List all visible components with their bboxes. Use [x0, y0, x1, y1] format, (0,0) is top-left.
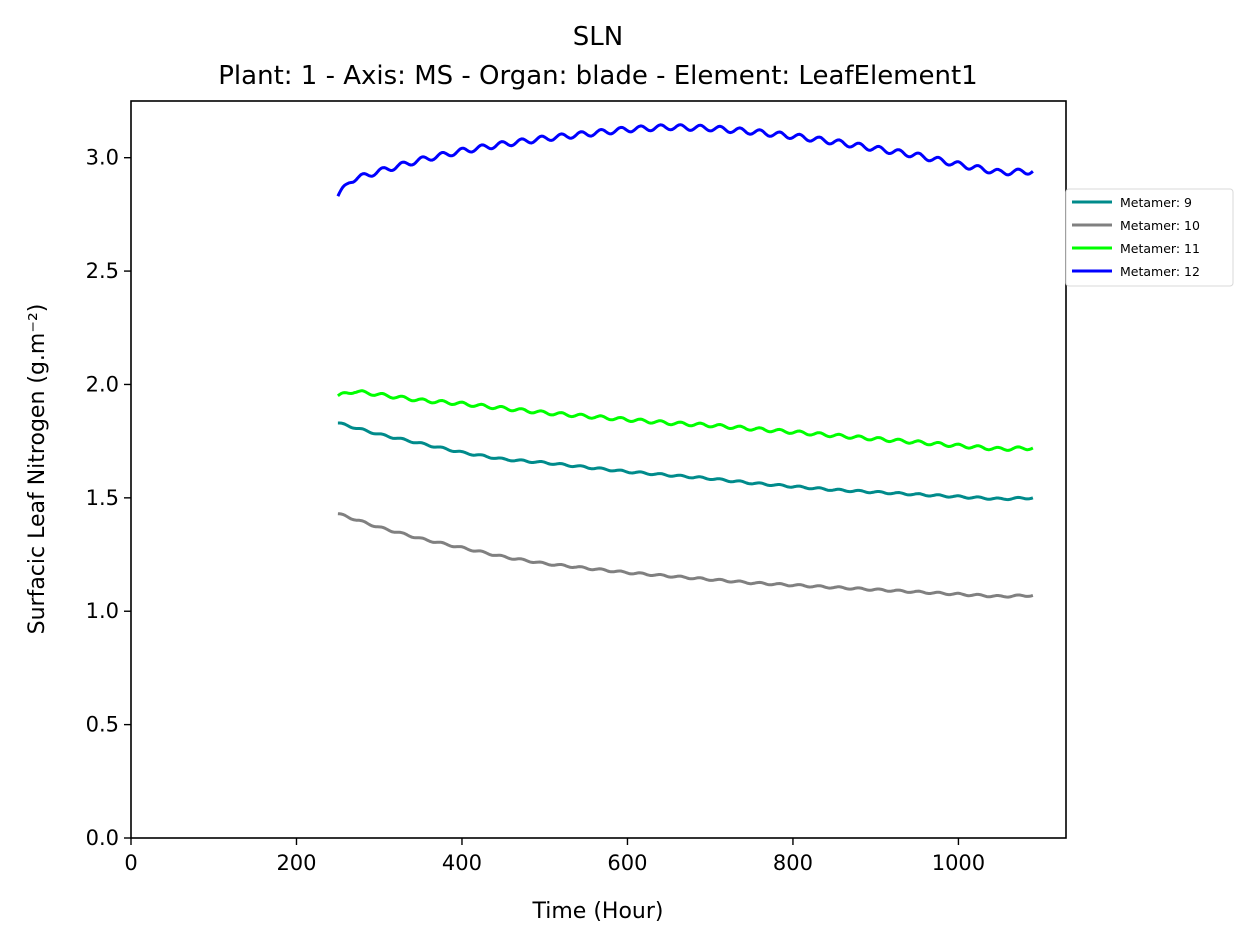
y-axis-label: Surfacic Leaf Nitrogen (g.m⁻²)	[25, 304, 50, 635]
x-axis-label: Time (Hour)	[532, 899, 664, 924]
y-tick-label: 2.0	[86, 372, 119, 396]
chart-title: SLN	[573, 22, 623, 52]
legend-label: Metamer: 12	[1120, 264, 1200, 279]
legend-label: Metamer: 11	[1120, 241, 1200, 256]
series-line-metamer-11	[337, 389, 1034, 452]
x-axis-ticks: 0 200 400 600 800 1000	[124, 838, 985, 875]
plot-area	[130, 100, 1067, 839]
y-axis-ticks: 0.0 0.5 1.0 1.5 2.0 2.5 3.0	[86, 146, 131, 850]
series-line-metamer-10	[337, 512, 1034, 599]
x-tick-label: 800	[773, 851, 813, 875]
chart-subtitle: Plant: 1 - Axis: MS - Organ: blade - Ele…	[218, 61, 977, 91]
x-tick-label: 600	[607, 851, 647, 875]
y-tick-label: 3.0	[86, 146, 119, 170]
y-tick-label: 1.5	[86, 486, 119, 510]
x-tick-label: 0	[124, 851, 137, 875]
series-line-metamer-12	[336, 123, 1034, 197]
legend: Metamer: 9 Metamer: 10 Metamer: 11 Metamer:…	[1065, 188, 1234, 287]
x-tick-label: 200	[276, 851, 316, 875]
legend-label: Metamer: 10	[1120, 218, 1200, 233]
plot-frame	[130, 100, 1067, 839]
x-tick-label: 400	[442, 851, 482, 875]
y-tick-label: 0.5	[86, 713, 119, 737]
series-line-metamer-9	[337, 421, 1034, 502]
legend-label: Metamer: 9	[1120, 195, 1192, 210]
y-tick-label: 0.0	[86, 826, 119, 850]
y-tick-label: 2.5	[86, 259, 119, 283]
x-tick-label: 1000	[932, 851, 985, 875]
legend-box	[1065, 188, 1234, 287]
y-tick-label: 1.0	[86, 599, 119, 623]
